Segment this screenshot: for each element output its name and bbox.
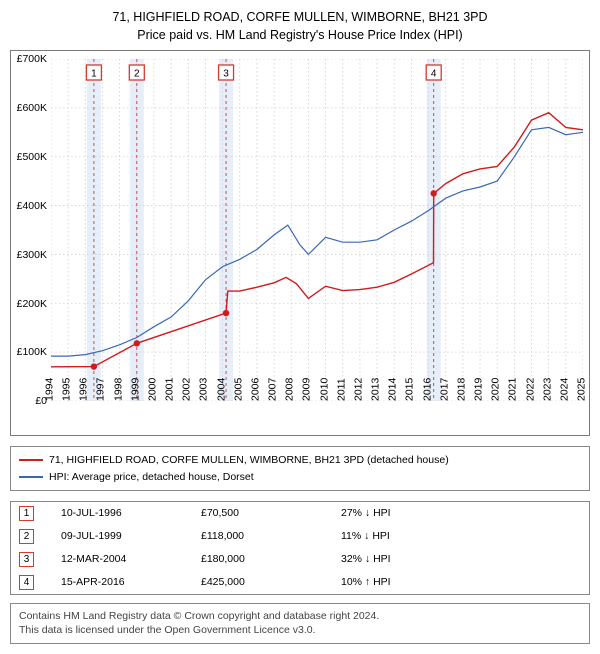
x-axis-label: 2014 xyxy=(387,378,399,401)
x-axis-label: 1996 xyxy=(78,378,90,401)
x-axis-label: 2023 xyxy=(541,378,553,401)
x-axis-label: 2024 xyxy=(558,378,570,401)
transaction-marker: 4 xyxy=(19,575,34,590)
x-axis-label: 2021 xyxy=(507,378,519,401)
x-axis-label: 2004 xyxy=(215,378,227,401)
y-axis-label: £200K xyxy=(17,298,47,310)
chart-container: 71, HIGHFIELD ROAD, CORFE MULLEN, WIMBOR… xyxy=(0,0,600,654)
y-axis-label: £400K xyxy=(17,200,47,212)
transaction-row: 2 09-JUL-1999£118,00011% ↓ HPI xyxy=(11,525,589,548)
transaction-marker: 3 xyxy=(19,552,34,567)
x-axis-label: 2019 xyxy=(472,378,484,401)
transaction-diff: 27% ↓ HPI xyxy=(341,507,581,519)
transaction-row: 3 12-MAR-2004£180,00032% ↓ HPI xyxy=(11,548,589,571)
title-line1: 71, HIGHFIELD ROAD, CORFE MULLEN, WIMBOR… xyxy=(10,8,590,26)
x-axis-label: 2022 xyxy=(524,378,536,401)
x-axis-label: 1998 xyxy=(112,378,124,401)
legend-label: HPI: Average price, detached house, Dors… xyxy=(49,469,254,485)
transaction-marker: 1 xyxy=(19,506,34,521)
transaction-row: 4 15-APR-2016£425,00010% ↑ HPI xyxy=(11,571,589,594)
transaction-price: £180,000 xyxy=(201,553,341,565)
chart-frame: 1234 £0£100K£200K£300K£400K£500K£600K£70… xyxy=(10,50,590,436)
transactions-table: 1 10-JUL-1996£70,50027% ↓ HPI 2 09-JUL-1999… xyxy=(10,501,590,595)
x-axis-label: 2009 xyxy=(301,378,313,401)
transaction-price: £70,500 xyxy=(201,507,341,519)
transaction-diff: 32% ↓ HPI xyxy=(341,553,581,565)
transaction-price: £425,000 xyxy=(201,576,341,588)
x-axis-label: 2012 xyxy=(352,378,364,401)
svg-text:1: 1 xyxy=(91,69,97,80)
legend-row: HPI: Average price, detached house, Dors… xyxy=(19,469,581,485)
x-axis-label: 2013 xyxy=(369,378,381,401)
svg-text:3: 3 xyxy=(223,69,229,80)
legend-label: 71, HIGHFIELD ROAD, CORFE MULLEN, WIMBOR… xyxy=(49,452,449,468)
x-axis-label: 1999 xyxy=(129,378,141,401)
y-axis-label: £500K xyxy=(17,151,47,163)
x-axis-label: 2015 xyxy=(404,378,416,401)
y-axis-label: £300K xyxy=(17,249,47,261)
x-axis-label: 2007 xyxy=(266,378,278,401)
footer-line2: This data is licensed under the Open Gov… xyxy=(19,623,581,638)
x-axis-label: 2018 xyxy=(455,378,467,401)
x-axis-label: 2005 xyxy=(232,378,244,401)
x-axis-label: 2000 xyxy=(146,378,158,401)
title-line2: Price paid vs. HM Land Registry's House … xyxy=(10,26,590,44)
transaction-date: 10-JUL-1996 xyxy=(61,507,201,519)
plot-svg: 1 2 3 4 xyxy=(51,59,583,401)
y-axis-label: £700K xyxy=(17,53,47,65)
legend-swatch xyxy=(19,476,43,478)
transaction-row: 1 10-JUL-1996£70,50027% ↓ HPI xyxy=(11,502,589,525)
svg-text:4: 4 xyxy=(431,69,437,80)
x-axis-label: 2020 xyxy=(490,378,502,401)
x-axis-label: 2010 xyxy=(318,378,330,401)
transaction-date: 09-JUL-1999 xyxy=(61,530,201,542)
x-axis-label: 2008 xyxy=(284,378,296,401)
y-axis-label: £600K xyxy=(17,102,47,114)
legend-box: 71, HIGHFIELD ROAD, CORFE MULLEN, WIMBOR… xyxy=(10,446,590,491)
transaction-price: £118,000 xyxy=(201,530,341,542)
transaction-date: 15-APR-2016 xyxy=(61,576,201,588)
legend-swatch xyxy=(19,459,43,461)
x-axis-label: 1995 xyxy=(60,378,72,401)
footer-attribution: Contains HM Land Registry data © Crown c… xyxy=(10,603,590,644)
x-axis-label: 1994 xyxy=(43,378,55,401)
transaction-diff: 11% ↓ HPI xyxy=(341,530,581,542)
x-axis-label: 2001 xyxy=(163,378,175,401)
x-axis-label: 2016 xyxy=(421,378,433,401)
transaction-date: 12-MAR-2004 xyxy=(61,553,201,565)
plot-area: 1234 £0£100K£200K£300K£400K£500K£600K£70… xyxy=(51,59,581,399)
x-axis-label: 2002 xyxy=(181,378,193,401)
title-block: 71, HIGHFIELD ROAD, CORFE MULLEN, WIMBOR… xyxy=(10,8,590,44)
transaction-diff: 10% ↑ HPI xyxy=(341,576,581,588)
x-axis-label: 2017 xyxy=(438,378,450,401)
x-axis-label: 2006 xyxy=(249,378,261,401)
x-axis-label: 2025 xyxy=(575,378,587,401)
legend-row: 71, HIGHFIELD ROAD, CORFE MULLEN, WIMBOR… xyxy=(19,452,581,468)
y-axis-label: £100K xyxy=(17,346,47,358)
x-axis-label: 2011 xyxy=(335,379,347,402)
x-axis-label: 2003 xyxy=(198,378,210,401)
x-axis-label: 1997 xyxy=(95,378,107,401)
footer-line1: Contains HM Land Registry data © Crown c… xyxy=(19,609,581,624)
svg-text:2: 2 xyxy=(134,69,140,80)
transaction-marker: 2 xyxy=(19,529,34,544)
